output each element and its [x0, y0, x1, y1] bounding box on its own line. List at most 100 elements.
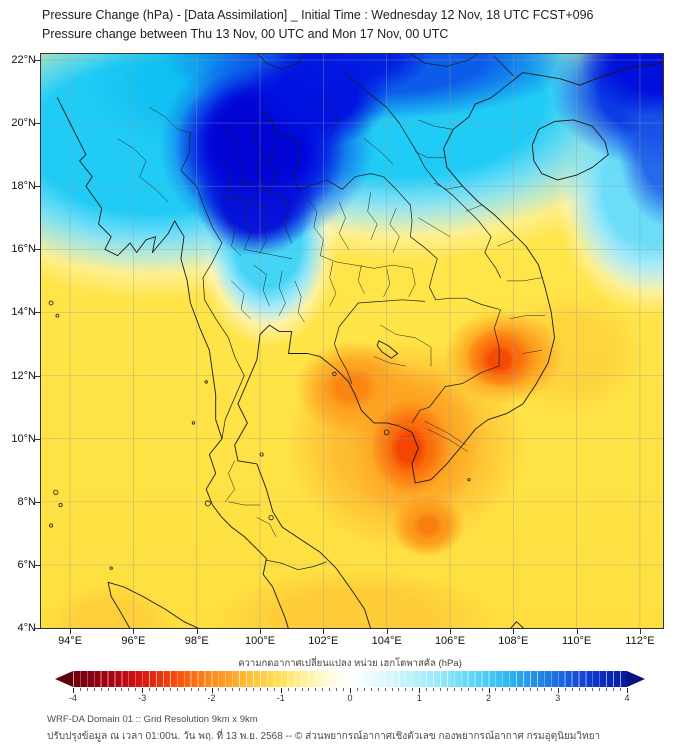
colorbar-minor-tick [356, 688, 358, 691]
lon-tick-label: 104°E [371, 635, 402, 647]
colorbar-minor-tick [516, 688, 518, 691]
colorbar-major-tick [627, 688, 628, 693]
lat-tick-mark [35, 59, 40, 61]
lat-tick-label: 22°N [11, 53, 36, 66]
colorbar-minor-tick [149, 688, 151, 691]
lon-tick-label: 94°E [58, 635, 83, 647]
colorbar-minor-tick [474, 688, 476, 691]
lon-tick-label: 100°E [244, 635, 276, 647]
colorbar-minor-tick [322, 688, 324, 691]
footer-agency-info: ปรับปรุงข้อมูล ณ เวลา 01:00น. วัน พฤ. ที… [47, 731, 601, 742]
colorbar-minor-tick [301, 688, 303, 691]
colorbar-minor-tick [502, 688, 504, 691]
colorbar-minor-tick [107, 688, 109, 691]
colorbar-minor-tick [398, 688, 400, 691]
colorbar-minor-tick [121, 688, 123, 691]
colorbar-major-tick [350, 688, 351, 693]
colorbar-tick-label: -1 [276, 693, 285, 703]
colorbar-major-tick [557, 688, 559, 693]
lon-tick-label: 108°E [498, 635, 529, 647]
colorbar-gradient-bar [73, 671, 627, 687]
colorbar-tick-label: 4 [624, 693, 630, 703]
colorbar-minor-tick [273, 688, 275, 691]
colorbar-minor-tick [287, 688, 289, 691]
colorbar-minor-tick [592, 688, 594, 691]
colorbar-minor-tick [163, 688, 165, 691]
colorbar-over-arrow [627, 671, 645, 687]
colorbar-minor-tick [606, 688, 608, 691]
colorbar-minor-tick [433, 688, 435, 691]
colorbar-minor-tick [495, 688, 497, 691]
colorbar-minor-tick [613, 688, 615, 691]
colorbar-minor-tick [190, 688, 192, 691]
colorbar-minor-tick [377, 688, 379, 691]
colorbar-tick-label: -4 [68, 693, 77, 703]
colorbar-minor-tick [370, 688, 372, 691]
colorbar-label: ความกดอากาศเปลี่ยนแปลง หน่วย เฮกโตพาสคัล… [238, 658, 462, 669]
colorbar-tick-label: 3 [555, 693, 561, 703]
lon-tick-mark [196, 629, 198, 634]
colorbar-tick-label: 2 [485, 693, 491, 703]
colorbar-minor-tick [114, 688, 116, 691]
colorbar-minor-tick [620, 688, 622, 691]
lat-tick-label: 10°N [11, 432, 36, 445]
colorbar-minor-tick [253, 688, 255, 691]
colorbar-under-arrow [55, 671, 73, 687]
colorbar-minor-tick [536, 688, 538, 691]
footer-domain-info: WRF-DA Domain 01 :: Grid Resolution 9km … [47, 714, 258, 725]
lat-tick-label: 6°N [17, 558, 36, 571]
colorbar-minor-tick [239, 688, 241, 691]
lat-tick-label: 16°N [11, 243, 36, 256]
colorbar-minor-tick [183, 688, 185, 691]
colorbar-minor-tick [571, 688, 573, 691]
colorbar-minor-tick [266, 688, 268, 691]
colorbar-minor-tick [135, 688, 137, 691]
lat-tick-mark [35, 186, 40, 188]
colorbar-minor-tick [232, 688, 234, 691]
colorbar-minor-tick [467, 688, 469, 691]
lon-tick-mark [260, 629, 262, 634]
colorbar-minor-tick [446, 688, 448, 691]
colorbar-minor-tick [156, 688, 158, 691]
gridlines [40, 53, 664, 629]
colorbar-minor-tick [550, 688, 552, 691]
lat-tick-label: 8°N [17, 495, 36, 508]
colorbar-minor-tick [204, 688, 206, 691]
colorbar-minor-tick [169, 688, 171, 691]
lon-tick-label: 96°E [121, 635, 146, 647]
colorbar-tick-label: 0 [347, 693, 353, 703]
lat-tick-label: 14°N [11, 306, 36, 319]
lat-tick-label: 18°N [11, 180, 36, 193]
colorbar-minor-tick [391, 688, 393, 691]
lat-tick-mark [35, 628, 40, 630]
colorbar-minor-tick [523, 688, 525, 691]
coastlines-and-borders [48, 53, 664, 629]
colorbar-minor-tick [343, 688, 345, 691]
colorbar-minor-tick [128, 688, 130, 691]
colorbar-minor-tick [384, 688, 386, 691]
colorbar-minor-tick [100, 688, 102, 691]
lat-tick-label: 20°N [11, 117, 36, 130]
colorbar-minor-tick [453, 688, 455, 691]
colorbar-minor-tick [79, 688, 81, 691]
lon-tick-label: 102°E [308, 635, 339, 647]
colorbar-major-tick [419, 688, 421, 693]
colorbar-minor-tick [585, 688, 587, 691]
lon-tick-mark [133, 629, 135, 634]
lat-tick-mark [35, 438, 40, 440]
colorbar-minor-tick [93, 688, 95, 691]
colorbar-minor-tick [543, 688, 545, 691]
lon-tick-mark [386, 629, 388, 634]
colorbar-minor-tick [246, 688, 248, 691]
lon-tick-label: 110°E [561, 635, 592, 647]
colorbar-minor-tick [405, 688, 407, 691]
lon-tick-mark [639, 629, 641, 634]
colorbar-minor-tick [460, 688, 462, 691]
colorbar-minor-tick [86, 688, 88, 691]
colorbar-minor-tick [225, 688, 227, 691]
colorbar-minor-tick [329, 688, 331, 691]
lat-tick-mark [35, 501, 40, 503]
colorbar-minor-tick [315, 688, 317, 691]
colorbar-minor-tick [197, 688, 199, 691]
colorbar-major-tick [211, 688, 213, 693]
